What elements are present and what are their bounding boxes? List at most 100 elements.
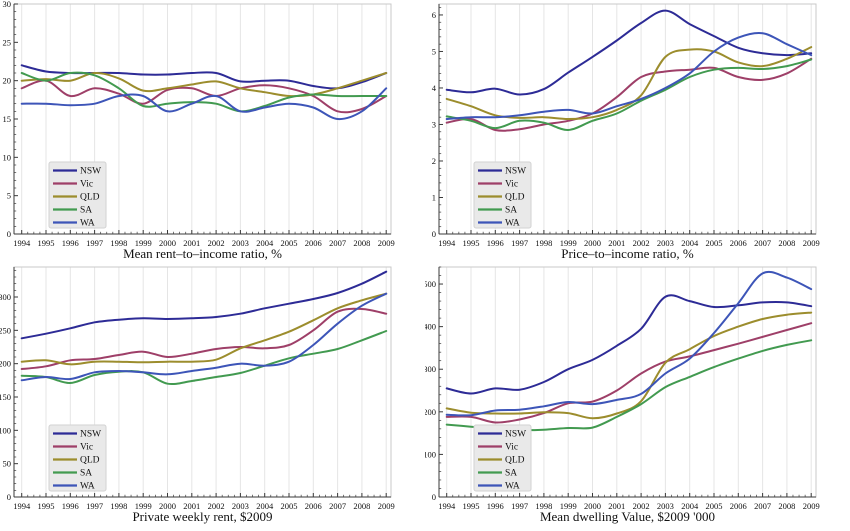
x-tick-label: 2006 [305,501,322,511]
x-axis-title: Mean dwelling Value, $2009 '000 [540,509,715,524]
y-tick-label: 100 [425,449,436,459]
x-tick-label: 1999 [560,501,577,511]
series-line-QLD [445,311,813,420]
y-tick-label: 500 [425,279,436,289]
x-tick-label: 2007 [754,238,771,248]
x-tick-label: 1996 [62,238,79,248]
x-tick-label: 2006 [730,501,747,511]
series-line-NSW [20,64,388,90]
x-tick-label: 2006 [730,238,747,248]
legend-box [48,161,107,229]
x-tick-label: 2007 [329,238,346,248]
y-tick-label: 250 [0,325,11,335]
x-tick-label: 1995 [38,238,55,248]
x-tick-label: 2005 [706,501,723,511]
legend-label-SA: SA [80,469,92,479]
x-tick-label: 1999 [560,238,577,248]
series-line-Vic [20,79,388,114]
y-tick-label: 100 [0,425,11,435]
y-tick-label: 0 [432,492,436,502]
series-line-NSW [445,9,813,96]
series-line-Vic [20,307,388,370]
legend-label-SA: SA [80,206,92,216]
x-tick-label: 2004 [256,238,274,248]
x-tick-label: 1994 [13,238,31,248]
legend-label-NSW: NSW [505,430,526,440]
x-tick-label: 2005 [281,238,298,248]
x-tick-label: 2002 [633,501,650,511]
legend-label-Vic: Vic [80,180,93,190]
x-tick-label: 1998 [110,238,127,248]
chart-mean-rent-to-income-ratio: 0 5 10 15 20 25 30 1994 1995 1996 1997 1998 1999 2000… [0,0,425,263]
x-axis-title: Mean rent–to–income ratio, % [123,246,282,261]
series-line-Vic [445,322,813,424]
x-tick-label: 2005 [706,238,723,248]
legend-box [473,424,532,492]
x-tick-label: 2001 [608,501,625,511]
series-line-Vic [445,57,813,132]
x-tick-label: 1995 [463,238,480,248]
legend-label-NSW: NSW [505,167,526,177]
legend-box [473,161,532,229]
series-line-QLD [20,292,388,366]
x-tick-label: 1997 [86,238,103,248]
x-tick-label: 2009 [803,501,820,511]
y-tick-label: 10 [3,152,12,162]
x-tick-label: 2009 [378,501,395,511]
mean-dwelling-value-canvas: 0 100 200 300 400 500 1994 1995 1996 1997 1998 1999… [423,266,820,524]
x-tick-label: 1996 [62,501,79,511]
x-tick-label: 1997 [511,238,528,248]
x-tick-label: 2004 [681,238,699,248]
y-tick-label: 0 [7,229,11,239]
x-tick-label: 2001 [183,501,200,511]
x-tick-label: 1994 [438,501,456,511]
chart-mean-dwelling-value: 0 100 200 300 400 500 1994 1995 1996 1997 1998 1999… [423,263,850,526]
x-tick-label: 2003 [657,501,674,511]
x-tick-label: 2000 [584,238,601,248]
legend-label-NSW: NSW [80,167,101,177]
x-tick-label: 1994 [13,501,31,511]
mean-rent-to-income-ratio-canvas: 0 5 10 15 20 25 30 1994 1995 1996 1997 1998 1999 2000… [3,0,395,261]
series-line-SA [20,330,388,386]
x-tick-label: 2008 [778,238,795,248]
x-tick-label: 1994 [438,238,456,248]
x-tick-label: 1999 [135,501,152,511]
series-line-WA [20,292,388,382]
legend-label-Vic: Vic [80,443,93,453]
x-tick-label: 2008 [353,238,370,248]
x-tick-label: 2000 [159,501,176,511]
y-tick-label: 15 [3,114,12,124]
x-tick-label: 2001 [608,238,625,248]
y-tick-label: 30 [3,0,12,9]
private-weekly-rent-canvas: 0 50 100 150 200 250 300 1994 1995 1996 1997 1998 19… [0,266,395,524]
y-tick-label: 0 [7,492,11,502]
x-tick-label: 2006 [305,238,322,248]
y-tick-label: 5 [432,46,436,56]
y-tick-label: 200 [425,407,436,417]
legend-label-QLD: QLD [505,193,525,203]
series-line-SA [445,339,813,432]
x-tick-label: 2003 [232,238,249,248]
x-tick-label: 1998 [110,501,127,511]
x-tick-label: 2008 [778,501,795,511]
y-tick-label: 4 [432,83,437,93]
x-tick-label: 2004 [681,501,699,511]
legend-label-SA: SA [505,469,517,479]
y-tick-label: 300 [425,364,436,374]
x-tick-label: 2005 [281,501,298,511]
chart-price-to-income-ratio: 0 1 2 3 4 5 6 1994 1995 1996 1997 1998 1999 2000 2001 2… [425,0,850,263]
legend-label-SA: SA [505,206,517,216]
legend-label-WA: WA [80,482,95,492]
y-tick-label: 300 [0,292,11,302]
legend-label-Vic: Vic [505,180,518,190]
x-tick-label: 1997 [86,501,103,511]
x-tick-label: 2002 [633,238,650,248]
series-line-WA [445,270,813,417]
x-tick-label: 2007 [754,501,771,511]
legend-label-WA: WA [505,219,520,229]
legend-label-QLD: QLD [80,456,100,466]
legend-label-WA: WA [80,219,95,229]
legend-label-NSW: NSW [80,430,101,440]
y-tick-label: 6 [432,10,436,20]
